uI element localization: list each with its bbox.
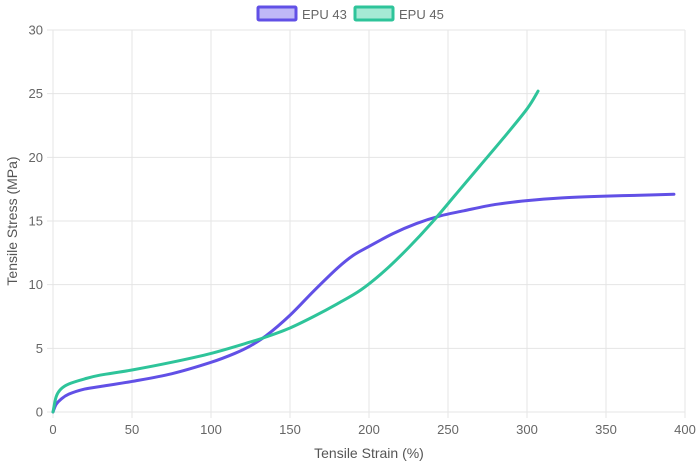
y-tick-label: 10	[29, 277, 43, 292]
x-tick-label: 250	[437, 422, 459, 437]
x-tick-label: 100	[200, 422, 222, 437]
legend-label-epu45: EPU 45	[399, 7, 444, 22]
tick-labels: 0 50 100 150 200 250 300 350 400 0 5 10 15 20 25 30	[29, 23, 696, 438]
x-tick-label: 400	[674, 422, 696, 437]
y-tick-label: 0	[36, 405, 43, 420]
legend-label-epu43: EPU 43	[302, 7, 347, 22]
legend-item-epu45[interactable]: EPU 45	[353, 5, 444, 22]
grid	[47, 29, 686, 418]
x-axis-title: Tensile Strain (%)	[314, 445, 424, 461]
y-tick-label: 15	[29, 214, 43, 229]
x-tick-label: 150	[279, 422, 301, 437]
x-tick-label: 0	[49, 422, 56, 437]
y-tick-label: 5	[36, 341, 43, 356]
x-tick-label: 200	[358, 422, 380, 437]
series-line-epu43	[51, 192, 676, 414]
legend-swatch-epu43	[256, 5, 298, 22]
y-tick-label: 25	[29, 86, 43, 101]
y-tick-label: 30	[29, 23, 43, 38]
legend-swatch-epu45	[353, 5, 395, 22]
x-tick-label: 300	[516, 422, 538, 437]
legend-item-epu43[interactable]: EPU 43	[256, 5, 347, 22]
y-axis-title: Tensile Stress (MPa)	[4, 156, 20, 285]
series-lines	[51, 89, 676, 414]
y-tick-label: 20	[29, 150, 43, 165]
x-tick-label: 350	[595, 422, 617, 437]
x-tick-label: 50	[125, 422, 139, 437]
series-line-epu45	[51, 89, 540, 414]
legend: EPU 43 EPU 45	[256, 5, 444, 22]
